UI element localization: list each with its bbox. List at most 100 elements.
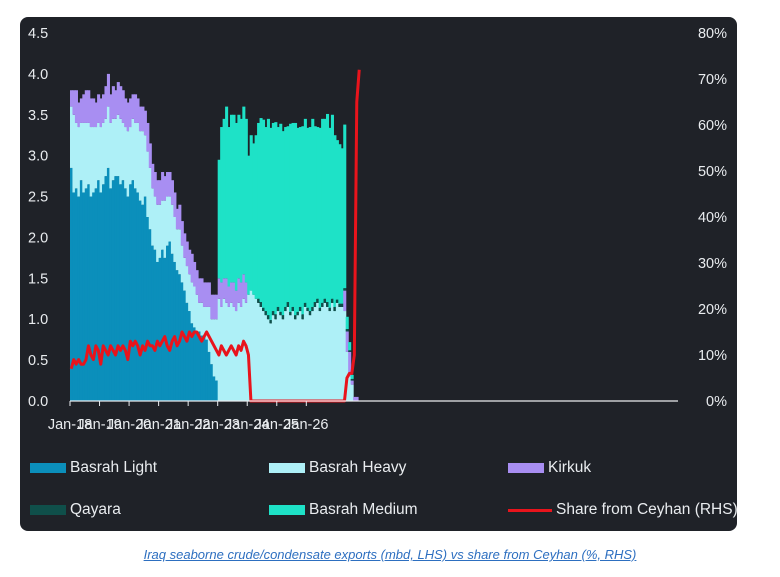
bar-segment: [190, 282, 194, 324]
bar-segment: [281, 315, 285, 320]
bar-segment: [232, 282, 236, 307]
bar-segment: [116, 82, 120, 115]
bar-segment: [99, 192, 103, 401]
bar-segment: [242, 274, 246, 299]
bar-segment: [183, 257, 187, 291]
bar-segment: [111, 86, 115, 119]
bar-segment: [262, 307, 266, 312]
bar-segment: [84, 122, 88, 189]
bar-segment: [264, 315, 268, 401]
bar-segment: [153, 196, 157, 250]
bar-segment: [94, 127, 98, 189]
bar-segment: [328, 127, 332, 308]
bar-segment: [269, 323, 273, 401]
bar-segment: [303, 302, 307, 307]
bar-segment: [146, 151, 150, 217]
bar-segment: [338, 144, 342, 304]
bar-segment: [183, 233, 187, 258]
y-left-tick-label: 4.0: [28, 67, 48, 83]
bar-segment: [104, 86, 108, 119]
bar-segment: [163, 200, 167, 258]
bar-segment: [121, 122, 125, 181]
bar-segment: [99, 127, 103, 193]
bar-segment: [222, 118, 226, 279]
bar-segment: [72, 192, 76, 401]
bar-segment: [79, 180, 83, 401]
legend-item-basrah-medium: Basrah Medium: [269, 500, 418, 520]
bar-segment: [114, 90, 118, 119]
bar-segment: [178, 204, 182, 230]
bar-segment: [286, 126, 290, 303]
bar-segment: [326, 302, 330, 307]
bar-segment: [271, 122, 275, 312]
bar-segment: [274, 319, 278, 401]
bar-segment: [180, 282, 184, 401]
bar-segment: [79, 98, 83, 123]
bar-segment: [257, 298, 261, 303]
bar-segment: [111, 118, 115, 181]
bar-segment: [276, 311, 280, 401]
bar-segment: [335, 302, 339, 401]
bar-segment: [185, 241, 189, 267]
bar-segment: [225, 106, 229, 279]
x-tick-label: Jan-24: [225, 417, 269, 433]
y-left-tick-label: 2.5: [28, 190, 48, 206]
x-tick-label: Jan-19: [77, 417, 121, 433]
bar-segment: [276, 306, 280, 312]
y-right-tick-label: 0%: [706, 394, 727, 410]
bar-segment: [143, 135, 147, 197]
bar-segment: [200, 278, 204, 303]
bar-segment: [151, 188, 155, 246]
bar-segment: [84, 90, 88, 123]
bar-segment: [343, 124, 347, 289]
bar-segment: [72, 114, 76, 193]
bar-segment: [111, 180, 115, 401]
x-tick-label: Jan-18: [48, 417, 92, 433]
bar-segment: [124, 188, 128, 401]
bar-segment: [178, 229, 182, 275]
bar-segment: [188, 249, 192, 275]
bar-segment: [183, 290, 187, 401]
bar-segment: [102, 122, 106, 185]
bar-segment: [143, 110, 147, 136]
y-left-tick-label: 1.5: [28, 271, 48, 287]
y-right-tick-label: 30%: [698, 256, 727, 272]
bar-segment: [271, 311, 275, 316]
bar-segment: [281, 319, 285, 401]
bar-segment: [138, 131, 142, 201]
bar-segment: [104, 176, 108, 401]
bar-segment: [158, 257, 162, 401]
bar-segment: [87, 90, 91, 123]
bar-segment: [269, 127, 273, 321]
bar-segment: [94, 188, 98, 401]
bar-segment: [148, 143, 152, 168]
legend-line-ceyhan-share: [508, 508, 552, 512]
bar-segment: [210, 294, 214, 320]
bar-segment: [84, 188, 88, 401]
bar-segment: [126, 196, 130, 401]
bar-segment: [296, 127, 300, 312]
chart-caption: Iraq seaborne crude/condensate exports (…: [143, 547, 637, 562]
bar-segment: [102, 184, 106, 401]
x-tick-label: Jan-26: [284, 417, 328, 433]
bar-segment: [212, 376, 216, 401]
bar-segment: [148, 229, 152, 401]
bar-segment: [92, 127, 96, 193]
bar-segment: [82, 192, 86, 401]
bar-segment: [316, 127, 320, 299]
bar-segment: [109, 188, 113, 401]
bar-segment: [239, 306, 243, 401]
legend-swatch-qayara: [30, 505, 66, 515]
bar-segment: [313, 306, 317, 401]
bar-segment: [116, 114, 120, 177]
bar-segment: [252, 294, 256, 401]
bar-segment: [257, 122, 261, 299]
bar-segment: [185, 266, 189, 303]
bar-segment: [72, 90, 76, 115]
bar-segment: [207, 282, 211, 307]
y-left-tick-label: 0.0: [28, 394, 48, 410]
y-left-tick-label: 0.5: [28, 353, 48, 369]
bar-segment: [109, 122, 113, 189]
bar-segment: [131, 118, 135, 181]
y-left-tick-label: 3.5: [28, 108, 48, 124]
